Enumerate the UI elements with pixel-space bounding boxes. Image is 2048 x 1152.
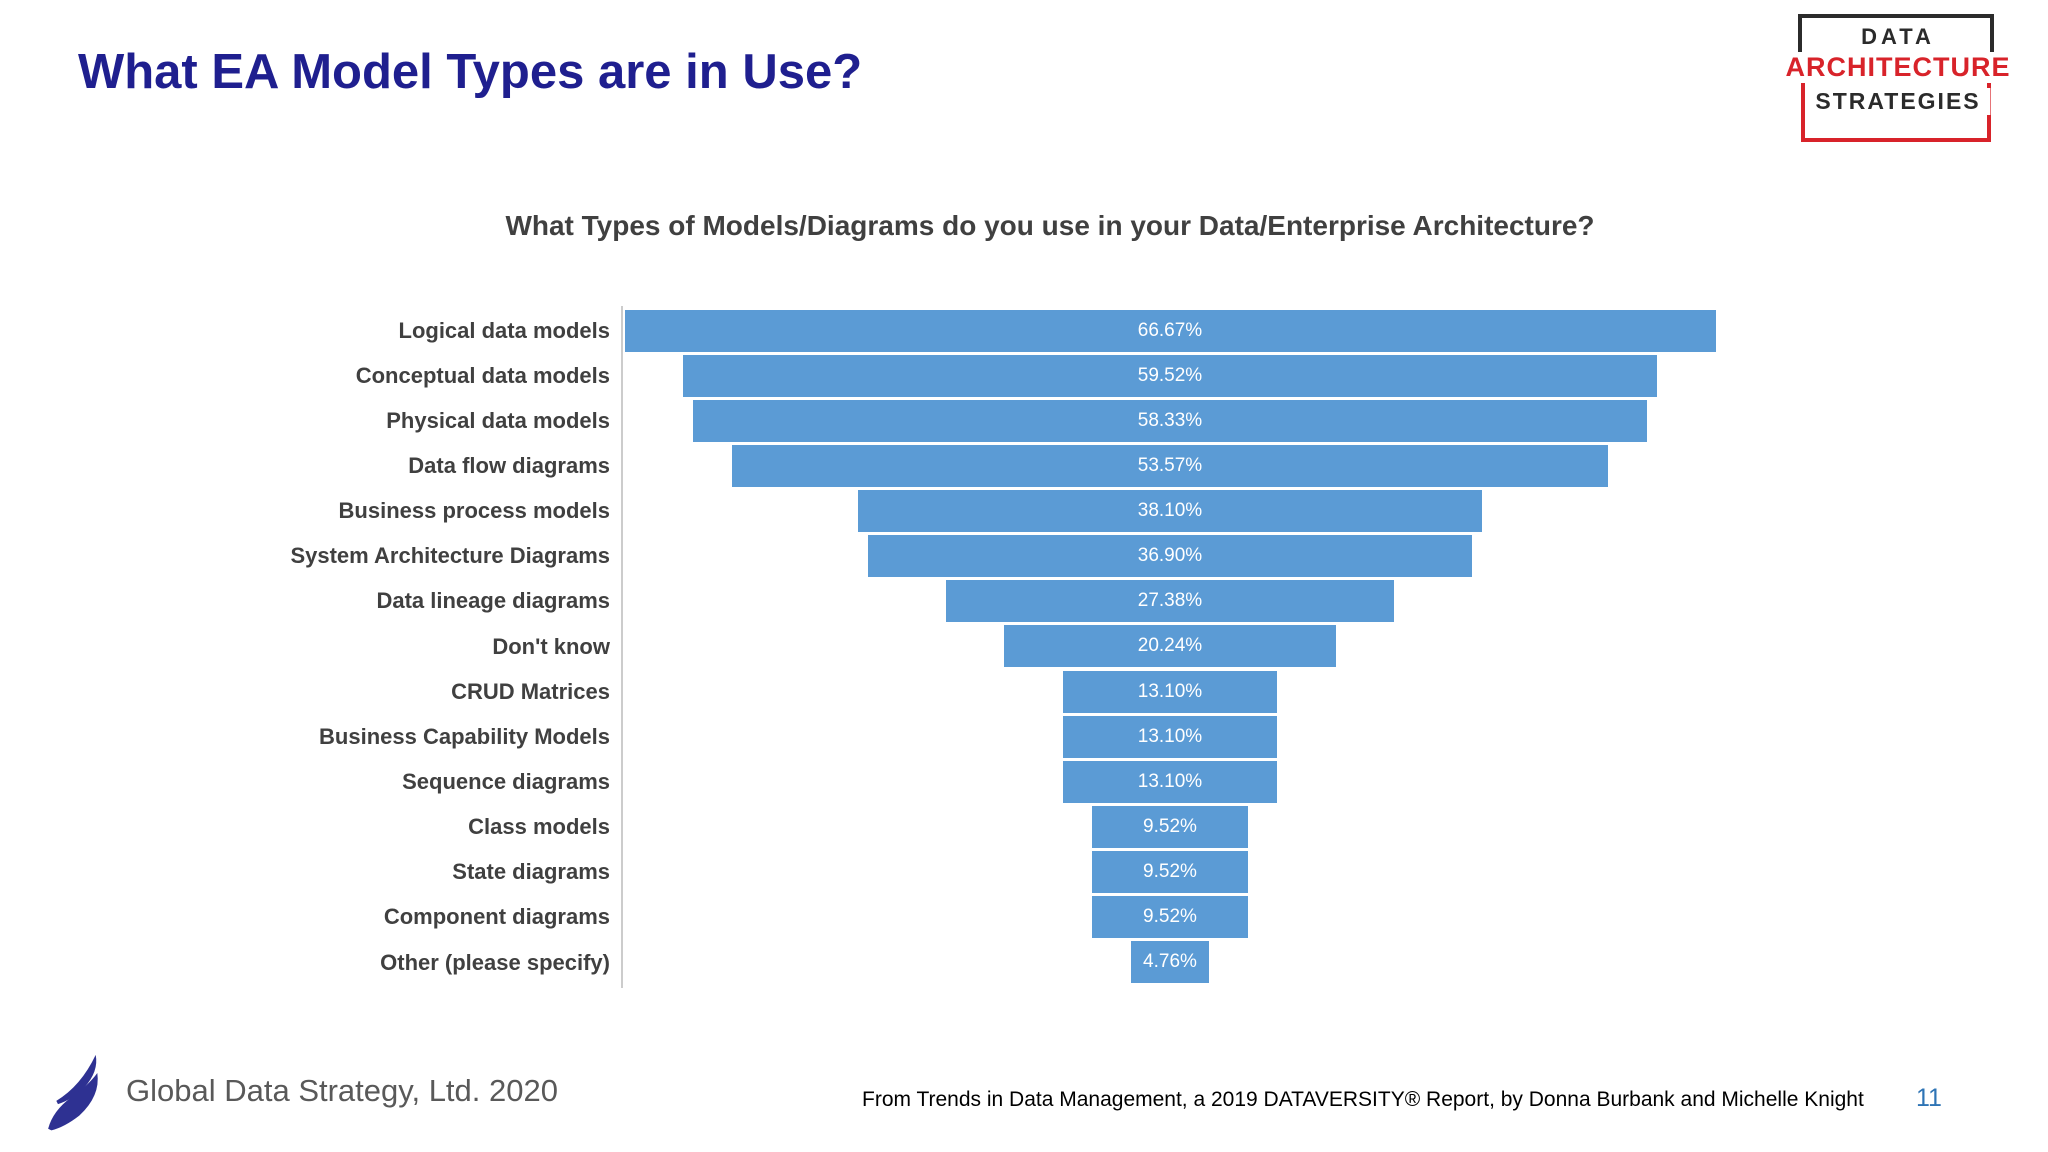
bar: 53.57% (731, 444, 1609, 487)
bar: 66.67% (624, 309, 1716, 352)
bar: 13.10% (1062, 670, 1278, 713)
category-label: Other (please specify) (380, 949, 610, 975)
chart-row: Don't know 20.24% (0, 624, 2048, 669)
bar-value-label: 9.52% (1143, 861, 1197, 883)
chart-row: Other (please specify) 4.76% (0, 940, 2048, 985)
chart-row: Component diagrams 9.52% (0, 895, 2048, 940)
category-label: Sequence diagrams (402, 768, 610, 794)
bar: 13.10% (1062, 715, 1278, 758)
bar: 20.24% (1004, 625, 1336, 668)
bar: 38.10% (858, 490, 1482, 533)
category-label: Physical data models (386, 407, 610, 433)
bar-value-label: 38.10% (1137, 500, 1203, 522)
bar-value-label: 58.33% (1137, 409, 1203, 431)
bar-value-label: 27.38% (1137, 590, 1203, 612)
bar-value-label: 13.10% (1137, 725, 1203, 747)
chart-row: Conceptual data models 59.52% (0, 353, 2048, 398)
category-label: CRUD Matrices (451, 678, 610, 704)
bar-value-label: 13.10% (1137, 680, 1203, 702)
logo-text-strategies: STRATEGIES (1805, 88, 1991, 115)
chart-row: System Architecture Diagrams 36.90% (0, 534, 2048, 579)
global-data-strategy-swoosh-icon (48, 1054, 98, 1131)
chart-row: Class models 9.52% (0, 805, 2048, 850)
category-label: Data flow diagrams (408, 452, 610, 478)
funnel-bar-chart: Logical data models 66.67% Conceptual data… (0, 306, 2048, 988)
bar: 27.38% (945, 580, 1395, 623)
bar: 9.52% (1092, 851, 1248, 894)
chart-row: CRUD Matrices 13.10% (0, 669, 2048, 714)
page-number: 11 (1916, 1084, 1942, 1112)
bar-value-label: 20.24% (1137, 635, 1203, 657)
category-label: Logical data models (398, 317, 611, 343)
logo-text-data: DATA (1851, 24, 1945, 50)
chart-row: Data lineage diagrams 27.38% (0, 579, 2048, 624)
bar: 9.52% (1092, 896, 1248, 939)
bar-value-label: 66.67% (1137, 319, 1203, 341)
bar-value-label: 9.52% (1143, 906, 1197, 928)
chart-row: Sequence diagrams 13.10% (0, 759, 2048, 804)
category-axis-line (621, 306, 623, 988)
bar: 4.76% (1131, 941, 1209, 984)
bar: 13.10% (1062, 760, 1278, 803)
footer-brand-text: Global Data Strategy, Ltd. 2020 (126, 1073, 558, 1108)
bar-value-label: 59.52% (1137, 364, 1203, 386)
chart-row: Business Capability Models 13.10% (0, 714, 2048, 759)
bar: 9.52% (1092, 806, 1248, 849)
chart-row: State diagrams 9.52% (0, 850, 2048, 895)
category-label: Business process models (338, 498, 610, 524)
chart-row: Logical data models 66.67% (0, 308, 2048, 353)
category-label: Business Capability Models (319, 723, 610, 749)
source-citation: From Trends in Data Management, a 2019 D… (862, 1088, 1864, 1111)
data-architecture-strategies-logo: DATA ARCHITECTURE STRATEGIES (1762, 8, 2034, 148)
logo-text-architecture: ARCHITECTURE (1781, 52, 2015, 83)
chart-row: Business process models 38.10% (0, 489, 2048, 534)
footer-brand-block: Global Data Strategy, Ltd. 2020 (40, 1050, 558, 1132)
bar-value-label: 36.90% (1137, 545, 1203, 567)
chart-rows: Logical data models 66.67% Conceptual data… (0, 308, 2048, 985)
bar-value-label: 4.76% (1143, 951, 1197, 973)
category-label: Component diagrams (383, 904, 610, 930)
bar: 59.52% (683, 354, 1657, 397)
category-label: Data lineage diagrams (376, 588, 610, 614)
bar: 58.33% (692, 399, 1648, 442)
category-label: Class models (468, 814, 610, 840)
category-label: Don't know (492, 633, 610, 659)
bar-value-label: 53.57% (1137, 454, 1203, 476)
category-label: Conceptual data models (355, 362, 610, 388)
slide-title: What EA Model Types are in Use? (78, 45, 863, 99)
bar-value-label: 9.52% (1143, 816, 1197, 838)
chart-row: Physical data models 58.33% (0, 398, 2048, 443)
chart-row: Data flow diagrams 53.57% (0, 443, 2048, 488)
chart-title: What Types of Models/Diagrams do you use… (505, 210, 1595, 241)
bar-value-label: 13.10% (1137, 770, 1203, 792)
bar: 36.90% (868, 535, 1472, 578)
category-label: State diagrams (452, 859, 610, 885)
category-label: System Architecture Diagrams (290, 543, 610, 569)
